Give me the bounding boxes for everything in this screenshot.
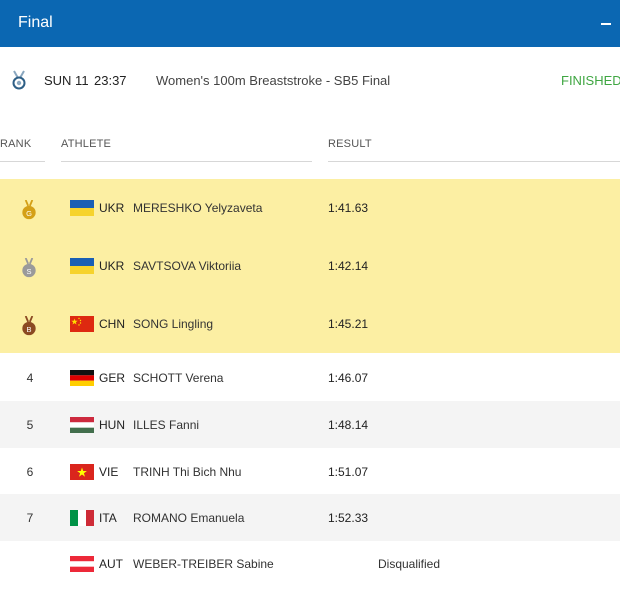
- result-value: 1:51.07: [328, 465, 369, 479]
- event-time: 23:37: [94, 73, 127, 88]
- minus-icon: [601, 23, 611, 25]
- athlete-name[interactable]: SCHOTT Verena: [133, 371, 224, 385]
- silver-medal-icon: S: [22, 258, 36, 278]
- table-row[interactable]: B CHN SONG Lingling 1:45.21: [0, 295, 620, 353]
- hungary-flag-icon: [70, 417, 94, 433]
- noc-code: ITA: [99, 511, 117, 525]
- noc-code: UKR: [99, 201, 125, 215]
- result-value: 1:52.33: [328, 511, 369, 525]
- result-column-header: RESULT: [328, 138, 372, 150]
- table-row[interactable]: 7 ITA ROMANO Emanuela 1:52.33: [0, 494, 620, 541]
- table-row[interactable]: 5 HUN ILLES Fanni 1:48.14: [0, 401, 620, 448]
- table-row[interactable]: AUT WEBER-TREIBER Sabine Disqualified: [0, 541, 620, 587]
- vietnam-flag-icon: [70, 464, 94, 480]
- table-row[interactable]: 6 VIE TRINH Thi Bich Nhu 1:51.07: [0, 448, 620, 495]
- germany-flag-icon: [70, 370, 94, 386]
- result-value: 1:41.63: [328, 201, 369, 215]
- event-day: SUN 11: [44, 73, 89, 88]
- noc-code: GER: [99, 371, 126, 385]
- noc-code: VIE: [99, 465, 119, 479]
- athlete-name[interactable]: ILLES Fanni: [133, 418, 200, 432]
- section-header: Final: [0, 0, 620, 47]
- medal-letter: G: [26, 209, 32, 218]
- table-row[interactable]: G UKR MERESHKO Yelyzaveta 1:41.63: [0, 179, 620, 237]
- china-flag-icon: [70, 316, 94, 332]
- result-value: 1:42.14: [328, 259, 369, 273]
- section-title: Final: [18, 14, 53, 31]
- noc-code: UKR: [99, 259, 125, 273]
- rank-value: 4: [26, 371, 34, 385]
- event-name: Women's 100m Breaststroke - SB5 Final: [156, 73, 391, 88]
- rank-value: 5: [26, 418, 34, 432]
- athlete-name[interactable]: SAVTSOVA Viktoriia: [133, 259, 242, 273]
- ukraine-flag-icon: [70, 258, 94, 274]
- medal-icon: [12, 70, 26, 90]
- athlete-header-divider: [61, 161, 312, 162]
- italy-flag-icon: [70, 510, 94, 526]
- result-value: Disqualified: [378, 557, 441, 571]
- event-row[interactable]: SUN 11 23:37 Women's 100m Breaststroke -…: [0, 48, 620, 111]
- athlete-name[interactable]: MERESHKO Yelyzaveta: [133, 201, 263, 215]
- result-header-divider: [328, 161, 620, 162]
- austria-flag-icon: [70, 556, 94, 572]
- athlete-name[interactable]: SONG Lingling: [133, 317, 214, 331]
- bronze-medal-icon: B: [22, 316, 36, 336]
- rank-column-header: RANK: [0, 138, 32, 150]
- collapse-button[interactable]: [590, 10, 620, 36]
- noc-code: HUN: [99, 418, 125, 432]
- noc-code: CHN: [99, 317, 125, 331]
- athlete-name[interactable]: TRINH Thi Bich Nhu: [133, 465, 242, 479]
- ukraine-flag-icon: [70, 200, 94, 216]
- result-value: 1:48.14: [328, 418, 369, 432]
- medal-letter: S: [26, 267, 31, 276]
- gold-medal-icon: G: [22, 200, 36, 220]
- athlete-column-header: ATHLETE: [61, 138, 112, 150]
- result-value: 1:46.07: [328, 371, 369, 385]
- event-status: FINISHED: [561, 73, 620, 88]
- medal-letter: B: [26, 325, 31, 334]
- table-row[interactable]: 4 GER SCHOTT Verena 1:46.07: [0, 354, 620, 401]
- rank-value: 7: [26, 511, 34, 525]
- noc-code: AUT: [99, 557, 123, 571]
- table-row[interactable]: S UKR SAVTSOVA Viktoriia 1:42.14: [0, 237, 620, 295]
- rank-value: 6: [26, 465, 34, 479]
- athlete-name[interactable]: ROMANO Emanuela: [133, 511, 245, 525]
- result-value: 1:45.21: [328, 317, 369, 331]
- rank-header-divider: [0, 161, 45, 162]
- athlete-name[interactable]: WEBER-TREIBER Sabine: [133, 557, 274, 571]
